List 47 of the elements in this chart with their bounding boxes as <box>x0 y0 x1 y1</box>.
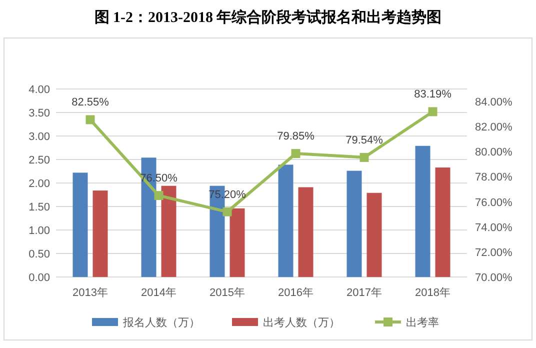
y2-tick-label: 84.00% <box>475 96 513 109</box>
bar <box>278 164 294 277</box>
bar <box>346 170 362 277</box>
legend-label: 出考率 <box>406 316 439 329</box>
y-tick-label: 0.50 <box>28 248 50 260</box>
bar <box>72 172 88 277</box>
bar <box>92 190 108 277</box>
point <box>428 107 438 116</box>
legend-label: 报名人数（万） <box>122 317 200 329</box>
point <box>360 152 369 162</box>
point <box>86 115 95 124</box>
y-tick-label: 1.50 <box>28 202 50 214</box>
bar <box>298 187 314 277</box>
data-label: 82.55% <box>72 96 110 109</box>
y-tick-label: 2.00 <box>28 178 50 190</box>
bar <box>230 208 245 277</box>
data-label: 83.19% <box>414 88 452 101</box>
bar <box>366 192 382 277</box>
point <box>154 191 164 200</box>
y2-tick-label: 76.00% <box>475 196 513 209</box>
x-tick-label: 2016年 <box>278 287 314 299</box>
y-tick-label: 2.50 <box>28 154 50 166</box>
bar <box>415 146 430 277</box>
bar <box>435 167 450 277</box>
y-tick-label: 1.00 <box>28 225 50 237</box>
point <box>222 207 232 216</box>
x-tick-label: 2017年 <box>346 287 382 299</box>
x-tick-label: 2013年 <box>72 287 108 299</box>
y2-tick-label: 80.00% <box>475 146 513 159</box>
bar <box>161 186 176 277</box>
x-tick-label: 2014年 <box>141 287 176 299</box>
y-tick-label: 3.00 <box>28 131 50 143</box>
point <box>291 149 300 158</box>
x-tick-label: 2018年 <box>415 287 450 299</box>
y2-tick-label: 78.00% <box>475 172 513 184</box>
y2-tick-label: 72.00% <box>475 246 513 259</box>
y2-tick-label: 74.00% <box>475 222 513 234</box>
data-label: 79.85% <box>277 130 315 143</box>
y2-tick-label: 70.00% <box>475 272 513 284</box>
chart-title: 图 1-2：2013-2018 年综合阶段考试报名和出考趋势图 <box>94 9 442 26</box>
y-tick-label: 4.00 <box>28 84 50 96</box>
x-tick-label: 2015年 <box>210 287 245 299</box>
y-tick-label: 0.00 <box>28 272 50 284</box>
legend-label: 出考人数（万） <box>263 316 340 329</box>
y-tick-label: 3.50 <box>28 108 50 120</box>
y2-tick-label: 82.00% <box>475 122 513 134</box>
data-label: 79.54% <box>346 134 384 146</box>
